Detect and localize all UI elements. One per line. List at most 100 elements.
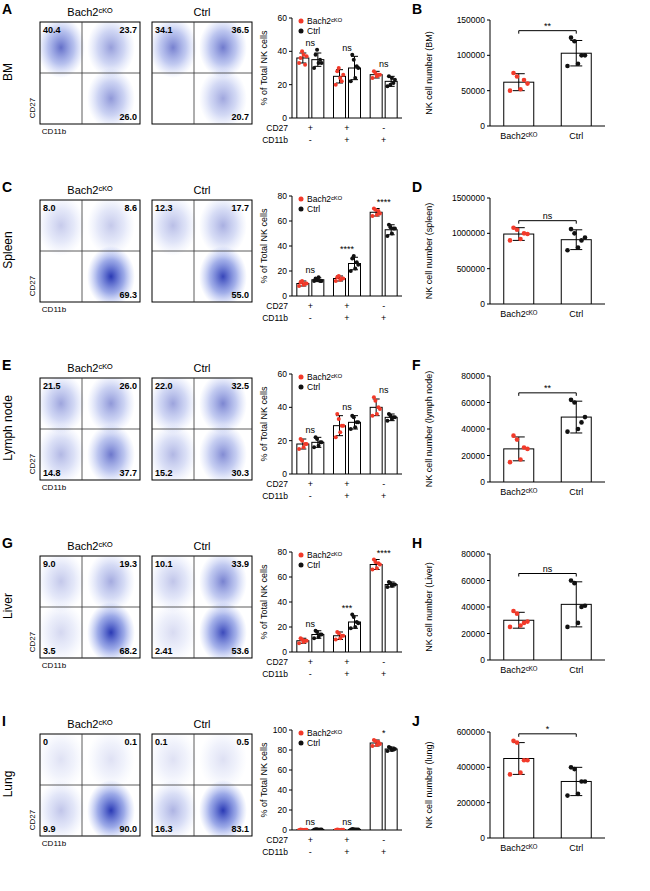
error-bar <box>336 70 343 83</box>
category-sign: + <box>344 479 349 489</box>
data-point <box>334 435 338 439</box>
data-point <box>341 634 345 638</box>
flow-panel: ILungBach2ᶜᴷᴼ00.19.990.0CD27CD11bCtrl0.1… <box>1 713 252 848</box>
plot-title: Ctrl <box>193 184 210 196</box>
percent-chart: % of Total NK cells020406080ns+-****++**… <box>259 191 402 323</box>
panel-letter: B <box>412 1 422 17</box>
count-chart: HNK cell number (Liver)02000040000600008… <box>412 535 605 675</box>
y-tick-label: 20 <box>278 266 288 276</box>
quadrant-percent: 9.9 <box>43 824 56 834</box>
data-point <box>576 621 581 626</box>
quadrant-percent: 23.7 <box>119 25 137 35</box>
category-sign: + <box>308 657 313 667</box>
y-tick <box>487 304 490 305</box>
cell-density <box>40 602 85 658</box>
category-sign: - <box>309 491 312 501</box>
data-point <box>312 636 316 640</box>
y-axis-label: NK cell number (Liver) <box>424 562 434 652</box>
y-tick <box>289 18 292 19</box>
count-chart: DNK cell number (spleen)0500000100000015… <box>412 179 605 319</box>
data-point <box>508 772 513 777</box>
plot-frame <box>40 556 140 658</box>
category-sign: + <box>381 669 386 679</box>
quadrant-percent: 2.41 <box>155 646 173 656</box>
data-point <box>385 749 389 753</box>
marks <box>504 35 592 126</box>
flow-panel: ABMBach2ᶜᴷᴼ40.423.726.0CD27CD11bCtrl34.1… <box>1 1 252 136</box>
quadrant-gate <box>40 73 140 74</box>
quadrant-gate <box>152 785 252 786</box>
y-tick-label: 80000 <box>461 549 485 559</box>
plot-title: Ctrl <box>193 6 210 18</box>
y-tick-label: 0 <box>282 647 287 657</box>
category-row-label: CD11b <box>262 313 288 323</box>
data-point <box>315 48 319 52</box>
y-tick-label: 60 <box>278 765 288 775</box>
data-point <box>297 447 301 451</box>
bar <box>370 75 382 118</box>
category-row-label: CD11b <box>262 847 288 857</box>
y-tick-label: 60000 <box>461 576 485 586</box>
y-tick <box>289 810 292 811</box>
quadrant-percent: 0.1 <box>124 737 137 747</box>
bar <box>312 635 324 653</box>
category-row-label: CD27 <box>266 123 288 133</box>
y-tick <box>487 20 490 21</box>
data-point <box>393 78 397 82</box>
data-point <box>511 433 516 438</box>
legend-label: Bach2ᶜᴷᴼ <box>307 550 343 560</box>
bar <box>334 426 346 474</box>
y-tick <box>289 221 292 222</box>
category-row-label: CD27 <box>266 301 288 311</box>
y-tick-label: 60000 <box>461 398 485 408</box>
y-axis-label: NK cell number (lung) <box>424 741 434 828</box>
x-axis-label: CD11b <box>42 661 67 670</box>
category-sign: + <box>344 669 349 679</box>
cell-density <box>152 602 197 658</box>
bar <box>334 279 346 297</box>
y-tick <box>289 770 292 771</box>
significance: ns <box>342 817 352 827</box>
data-point <box>320 440 324 444</box>
data-point <box>565 429 570 434</box>
data-point <box>508 88 513 93</box>
y-tick <box>487 268 490 269</box>
data-point <box>315 437 319 441</box>
y-tick <box>289 750 292 751</box>
data-point <box>572 400 577 405</box>
legend-swatch <box>299 731 304 736</box>
quadrant-percent: 55.0 <box>231 290 249 300</box>
data-point <box>356 621 360 625</box>
y-tick <box>289 407 292 408</box>
quadrant-percent: 69.3 <box>119 290 137 300</box>
quadrant-gate <box>40 785 140 786</box>
y-tick <box>289 118 292 119</box>
plot-frame <box>40 22 140 124</box>
marks <box>297 48 397 118</box>
quadrant-gate <box>152 429 252 430</box>
quadrant-percent: 16.3 <box>155 824 173 834</box>
x-tick-label: Bach2ᶜᴷᴼ <box>500 843 538 853</box>
data-point <box>572 39 577 44</box>
y-axis-label: CD27 <box>28 453 37 474</box>
y-tick-label: 200000 <box>457 798 486 808</box>
y-tick-label: 80 <box>278 191 288 201</box>
data-point <box>525 758 530 763</box>
data-point <box>370 214 374 218</box>
plot-frame <box>152 200 252 302</box>
y-tick <box>289 602 292 603</box>
cell-density <box>152 780 197 836</box>
tissue-label: BM <box>1 63 15 81</box>
y-axis-label: CD27 <box>28 809 37 830</box>
error-bar <box>373 399 380 416</box>
bar <box>561 53 591 126</box>
legend-label: Bach2ᶜᴷᴼ <box>307 372 343 382</box>
quadrant-percent: 14.8 <box>43 468 61 478</box>
significance: **** <box>377 197 392 207</box>
data-point <box>320 828 324 831</box>
y-axis-label: % of Total NK cells <box>259 742 269 817</box>
category-sign: - <box>382 835 385 845</box>
y-tick-label: 0 <box>480 121 485 131</box>
y-tick-label: 0 <box>282 469 287 479</box>
y-tick <box>487 455 490 456</box>
